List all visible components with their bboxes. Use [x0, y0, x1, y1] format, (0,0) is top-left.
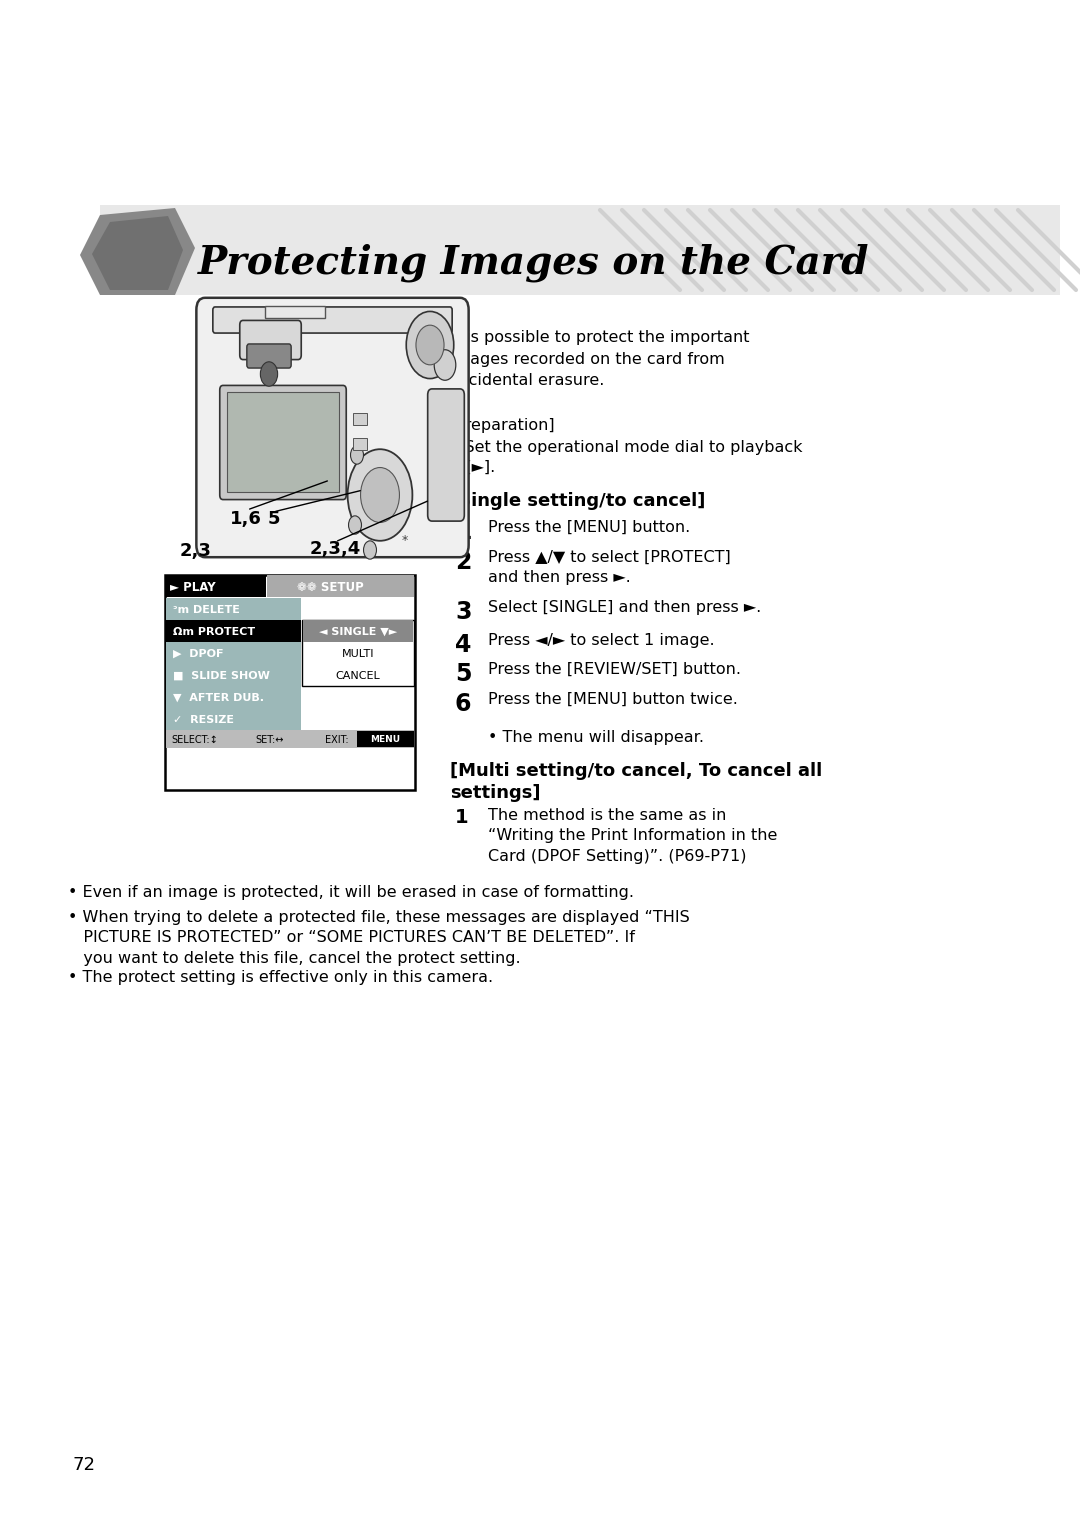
Text: • The menu will disappear.: • The menu will disappear.	[488, 729, 704, 745]
Text: EXIT:: EXIT:	[325, 736, 349, 745]
Polygon shape	[80, 208, 195, 295]
Text: Press the [MENU] button.: Press the [MENU] button.	[488, 520, 690, 536]
FancyBboxPatch shape	[219, 386, 347, 499]
FancyBboxPatch shape	[247, 343, 292, 368]
FancyBboxPatch shape	[353, 414, 367, 426]
Text: Press ▲/▼ to select [PROTECT]
and then press ►.: Press ▲/▼ to select [PROTECT] and then p…	[488, 549, 731, 584]
Text: • When trying to delete a protected file, these messages are displayed “THIS
   : • When trying to delete a protected file…	[68, 909, 690, 966]
FancyBboxPatch shape	[197, 298, 469, 557]
Text: Ωm PROTECT: Ωm PROTECT	[173, 627, 255, 636]
FancyBboxPatch shape	[357, 731, 414, 748]
FancyBboxPatch shape	[267, 575, 414, 597]
Circle shape	[406, 311, 454, 378]
Text: ✓  RESIZE: ✓ RESIZE	[173, 716, 234, 725]
FancyBboxPatch shape	[100, 204, 1059, 295]
Text: Protecting Images on the Card: Protecting Images on the Card	[198, 244, 869, 282]
Text: 3: 3	[455, 600, 472, 624]
FancyBboxPatch shape	[213, 307, 453, 333]
Text: 5: 5	[455, 662, 472, 687]
Text: 6: 6	[455, 691, 472, 716]
FancyBboxPatch shape	[166, 575, 266, 597]
Text: MULTI: MULTI	[341, 649, 375, 659]
Text: ❁❁ SETUP: ❁❁ SETUP	[297, 580, 363, 594]
Text: • The protect setting is effective only in this camera.: • The protect setting is effective only …	[68, 971, 494, 984]
Text: SELECT:↕: SELECT:↕	[171, 736, 218, 745]
FancyBboxPatch shape	[165, 575, 415, 790]
Circle shape	[348, 449, 413, 540]
Text: • Even if an image is protected, it will be erased in case of formatting.: • Even if an image is protected, it will…	[68, 885, 634, 900]
FancyBboxPatch shape	[166, 664, 301, 687]
Circle shape	[260, 362, 278, 386]
FancyBboxPatch shape	[166, 708, 301, 729]
Text: ▶  DPOF: ▶ DPOF	[173, 649, 224, 659]
FancyBboxPatch shape	[240, 320, 301, 360]
FancyBboxPatch shape	[265, 307, 325, 317]
FancyBboxPatch shape	[428, 389, 464, 520]
Text: [►].: [►].	[450, 459, 496, 475]
Text: The method is the same as in
“Writing the Print Information in the
Card (DPOF Se: The method is the same as in “Writing th…	[488, 807, 778, 864]
Text: 1,6: 1,6	[230, 510, 261, 528]
Polygon shape	[92, 217, 183, 290]
FancyBboxPatch shape	[353, 438, 367, 450]
FancyBboxPatch shape	[166, 687, 301, 708]
Text: CANCEL: CANCEL	[336, 671, 380, 681]
Text: Press the [REVIEW/SET] button.: Press the [REVIEW/SET] button.	[488, 662, 741, 678]
Text: 2: 2	[455, 549, 471, 574]
Text: [Preparation]: [Preparation]	[450, 418, 555, 433]
Text: [Multi setting/to cancel, To cancel all
settings]: [Multi setting/to cancel, To cancel all …	[450, 761, 822, 803]
Circle shape	[349, 516, 362, 534]
Text: SET:↔: SET:↔	[255, 736, 283, 745]
Text: MENU: MENU	[370, 736, 401, 745]
Text: ► PLAY: ► PLAY	[171, 580, 216, 594]
Circle shape	[416, 325, 444, 365]
Text: • Set the operational mode dial to playback: • Set the operational mode dial to playb…	[450, 439, 802, 455]
FancyBboxPatch shape	[166, 642, 301, 664]
Text: Select [SINGLE] and then press ►.: Select [SINGLE] and then press ►.	[488, 600, 761, 615]
Text: 5: 5	[268, 510, 281, 528]
Text: 72: 72	[72, 1456, 95, 1474]
FancyBboxPatch shape	[166, 620, 301, 642]
Text: ◄ SINGLE ▼►: ◄ SINGLE ▼►	[319, 627, 397, 636]
Text: 2,3: 2,3	[180, 542, 212, 560]
Text: 1: 1	[455, 807, 469, 827]
FancyBboxPatch shape	[166, 598, 301, 620]
Text: Press the [MENU] button twice.: Press the [MENU] button twice.	[488, 691, 738, 707]
FancyBboxPatch shape	[303, 620, 413, 642]
Text: 2,3,4: 2,3,4	[310, 540, 361, 559]
Text: *: *	[402, 534, 408, 546]
Text: Press ◄/► to select 1 image.: Press ◄/► to select 1 image.	[488, 633, 715, 649]
Text: ▼  AFTER DUB.: ▼ AFTER DUB.	[173, 693, 264, 703]
Text: ■  SLIDE SHOW: ■ SLIDE SHOW	[173, 671, 270, 681]
FancyBboxPatch shape	[302, 620, 414, 687]
FancyBboxPatch shape	[227, 392, 339, 491]
Text: 4: 4	[455, 633, 471, 658]
Text: [Single setting/to cancel]: [Single setting/to cancel]	[450, 491, 705, 510]
Circle shape	[434, 349, 456, 380]
Circle shape	[351, 446, 364, 464]
FancyBboxPatch shape	[166, 729, 414, 748]
Text: ᵓm DELETE: ᵓm DELETE	[173, 604, 240, 615]
Circle shape	[364, 540, 377, 559]
Text: 1: 1	[455, 520, 471, 543]
Circle shape	[361, 467, 400, 522]
Text: It is possible to protect the important
images recorded on the card from
acciden: It is possible to protect the important …	[450, 330, 750, 388]
